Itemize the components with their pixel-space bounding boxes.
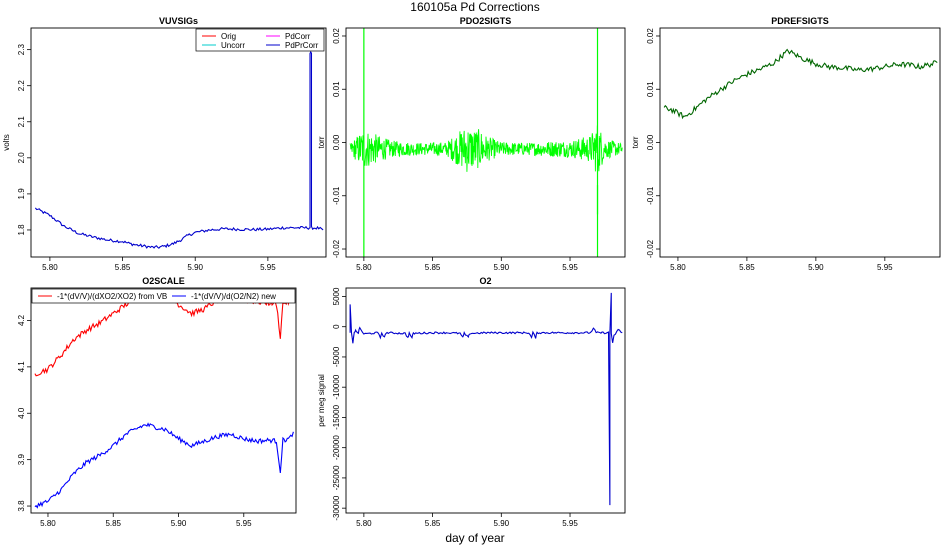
y-tick-label: 4.2 [17, 314, 26, 326]
y-axis-label: volts [2, 134, 11, 150]
x-tick-label: 5.80 [356, 263, 372, 272]
x-tick-label: 5.80 [670, 263, 686, 272]
legend-label: Uncorr [221, 41, 245, 50]
series-line-pdo2sigts-0 [349, 125, 623, 172]
x-tick-label: 5.80 [42, 263, 58, 272]
x-tick-label: 5.95 [260, 263, 276, 272]
series-line-o2-0 [349, 292, 623, 506]
legend-label: PdPrCorr [285, 41, 319, 50]
y-tick-label: 5000 [332, 287, 341, 305]
x-tick-label: 5.85 [115, 263, 131, 272]
panel-title: O2SCALE [142, 276, 185, 286]
y-tick-label: -0.02 [332, 239, 341, 258]
y-tick-label: -25000 [332, 465, 341, 490]
x-tick-label: 5.95 [562, 263, 578, 272]
series-line-vuvsigs-0 [34, 50, 324, 249]
x-tick-label: 5.80 [356, 519, 372, 528]
figure-x-axis-label: day of year [445, 531, 505, 545]
y-tick-label: 3.8 [17, 500, 26, 512]
y-tick-label: 2.2 [17, 80, 26, 92]
legend-box [31, 288, 296, 304]
plot-frame [30, 27, 327, 258]
y-tick-label: -0.01 [332, 186, 341, 205]
y-tick-label: -15000 [332, 404, 341, 429]
plot-frame [30, 287, 297, 514]
y-tick-label: 1.9 [17, 188, 26, 200]
panel-title: PDO2SIGTS [460, 16, 512, 26]
panel-title: PDREFSIGTS [771, 16, 829, 26]
y-tick-label: 3.9 [17, 454, 26, 466]
x-tick-label: 5.85 [105, 519, 121, 528]
x-tick-label: 5.90 [494, 263, 510, 272]
y-tick-label: 4.1 [17, 361, 26, 373]
y-tick-label: 2.0 [17, 152, 26, 164]
x-tick-label: 5.90 [187, 263, 203, 272]
x-tick-label: 5.90 [494, 519, 510, 528]
series-line-o2scale-1 [34, 422, 294, 509]
y-tick-label: 2.3 [17, 44, 26, 56]
y-tick-label: -0.02 [646, 239, 655, 258]
x-tick-label: 5.80 [40, 519, 56, 528]
panel-o2scale: O2SCALE 5.80 5.85 5.90 5.95 3.8 3.9 4.0 4.1 4.2 -1… [17, 276, 297, 528]
series-line-pdrefsigts-0 [663, 48, 938, 120]
x-tick-label: 5.95 [236, 519, 252, 528]
x-tick-label: 5.95 [562, 519, 578, 528]
y-tick-label: 0 [332, 324, 341, 329]
panel-title: VUVSIGs [159, 16, 198, 26]
legend-label: -1*(dV/V)/(dXO2/XO2) from VB [57, 292, 167, 301]
y-axis-label: torr [631, 136, 640, 148]
plot-frame [345, 287, 626, 514]
x-tick-label: 5.90 [808, 263, 824, 272]
y-tick-label: -0.01 [646, 186, 655, 205]
legend-label: PdCorr [285, 32, 311, 41]
panel-pdo2sigts: PDO2SIGTS torr 5.80 5.85 5.90 5.95 -0.02 -0.01 0… [317, 16, 626, 272]
legend-box [195, 28, 325, 52]
x-tick-label: 5.90 [171, 519, 187, 528]
panel-pdrefsigts: PDREFSIGTS torr 5.80 5.85 5.90 5.95 -0.02 -0.01… [631, 16, 941, 272]
y-tick-label: -30000 [332, 495, 341, 520]
x-tick-label: 5.85 [425, 263, 441, 272]
y-tick-label: 0.02 [646, 28, 655, 44]
x-tick-label: 5.85 [739, 263, 755, 272]
y-tick-label: 0.00 [646, 134, 655, 150]
legend-label: -1*(dV/V)/d(O2/N2) new [191, 292, 276, 301]
y-tick-label: 1.8 [17, 224, 26, 236]
y-axis-label: torr [317, 136, 326, 148]
y-tick-label: -10000 [332, 374, 341, 399]
y-tick-label: 0.01 [332, 81, 341, 97]
y-tick-label: -20000 [332, 435, 341, 460]
y-tick-label: 0.00 [332, 134, 341, 150]
panel-vuvsigs: VUVSIGs volts 5.80 5.85 5.90 5.95 1.8 1.9 2.0 2.1… [2, 16, 327, 272]
y-tick-label: 0.01 [646, 81, 655, 97]
x-tick-label: 5.95 [877, 263, 893, 272]
x-tick-label: 5.85 [425, 519, 441, 528]
panel-o2: O2 per meg signal 5.80 5.85 5.90 5.95 -30000 -2… [317, 276, 626, 528]
legend-label: Orig [221, 32, 236, 41]
panel-title: O2 [479, 276, 491, 286]
plot-frame [345, 27, 626, 258]
plot-frame [659, 27, 941, 258]
figure-title: 160105a Pd Corrections [410, 0, 540, 14]
y-tick-label: 2.1 [17, 116, 26, 128]
y-tick-label: -5000 [332, 346, 341, 367]
y-tick-label: 0.02 [332, 28, 341, 44]
y-tick-label: 4.0 [17, 407, 26, 419]
y-axis-label: per meg signal [317, 374, 326, 427]
